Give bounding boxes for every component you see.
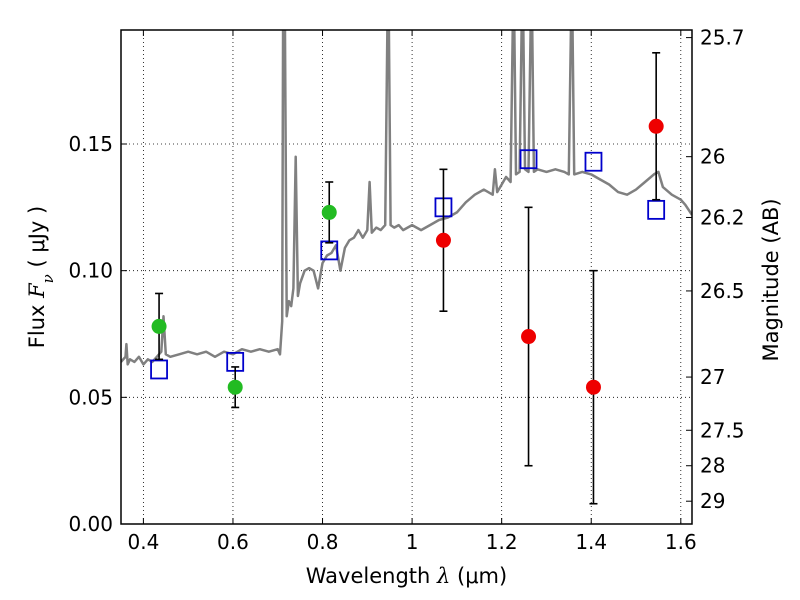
x-tick-label: 0.8 (307, 530, 339, 554)
x-axis-label-units: (μm) (450, 564, 507, 588)
y-tick-label: 0.10 (68, 259, 113, 283)
y2-axis-label: Magnitude (AB) (759, 198, 783, 361)
x-tick-label: 0.6 (217, 530, 249, 554)
y2-tick-label: 25.7 (700, 26, 745, 50)
axis-ticks: 0.4 0.6 0.8 1 1.2 1.4 1.6 0.00 0.05 0.10 0.15 25.7 2… (68, 26, 744, 554)
x-axis-label-prefix: Wavelength (306, 564, 437, 588)
x-tick-label: 0.4 (127, 530, 159, 554)
y-tick-label: 0.15 (68, 132, 113, 156)
y-axis-label-symbol: F (25, 282, 49, 299)
y-tick-label: 0.00 (68, 512, 113, 536)
observed-flux-point (321, 204, 337, 220)
plot-area (121, 30, 692, 505)
y2-tick-label: 27 (700, 365, 725, 389)
model-flux-square (320, 240, 339, 261)
y-axis-label-prefix: Flux (25, 298, 49, 348)
y2-tick-label: 28 (700, 454, 725, 478)
x-axis-label-symbol: λ (436, 564, 450, 588)
y2-tick-label: 26.5 (700, 279, 745, 303)
observed-flux-point (227, 379, 243, 395)
observed-flux-point (151, 318, 167, 334)
model-flux-square (150, 359, 168, 380)
y-axis-label-units: ( μJy ) (25, 206, 49, 274)
x-tick-label: 1.2 (486, 530, 518, 554)
observed-flux-point (585, 379, 601, 395)
grid-lines (121, 30, 692, 524)
x-tick-label: 1 (406, 530, 419, 554)
x-tick-label: 1.6 (665, 530, 697, 554)
model-flux-square (647, 199, 666, 220)
x-tick-label: 1.4 (575, 530, 607, 554)
model-flux-square (519, 149, 538, 170)
y-tick-label: 0.05 (68, 385, 113, 409)
y2-tick-label: 26 (700, 145, 725, 169)
y2-tick-label: 29 (700, 489, 725, 513)
observed-flux-point (435, 232, 451, 248)
y-axis-label: Flux Fν ( μJy ) (25, 206, 57, 348)
model-flux-square (584, 151, 603, 172)
plot-frame (120, 29, 693, 525)
model-spectrum-line (121, 30, 692, 366)
y-axis-label-subscript: ν (39, 274, 57, 283)
x-axis-label: Wavelength λ (μm) (306, 564, 507, 588)
y2-tick-label: 26.2 (700, 205, 745, 229)
observed-flux-point (648, 118, 664, 134)
observed-flux-point (521, 329, 537, 345)
y2-tick-label: 27.5 (700, 418, 745, 442)
